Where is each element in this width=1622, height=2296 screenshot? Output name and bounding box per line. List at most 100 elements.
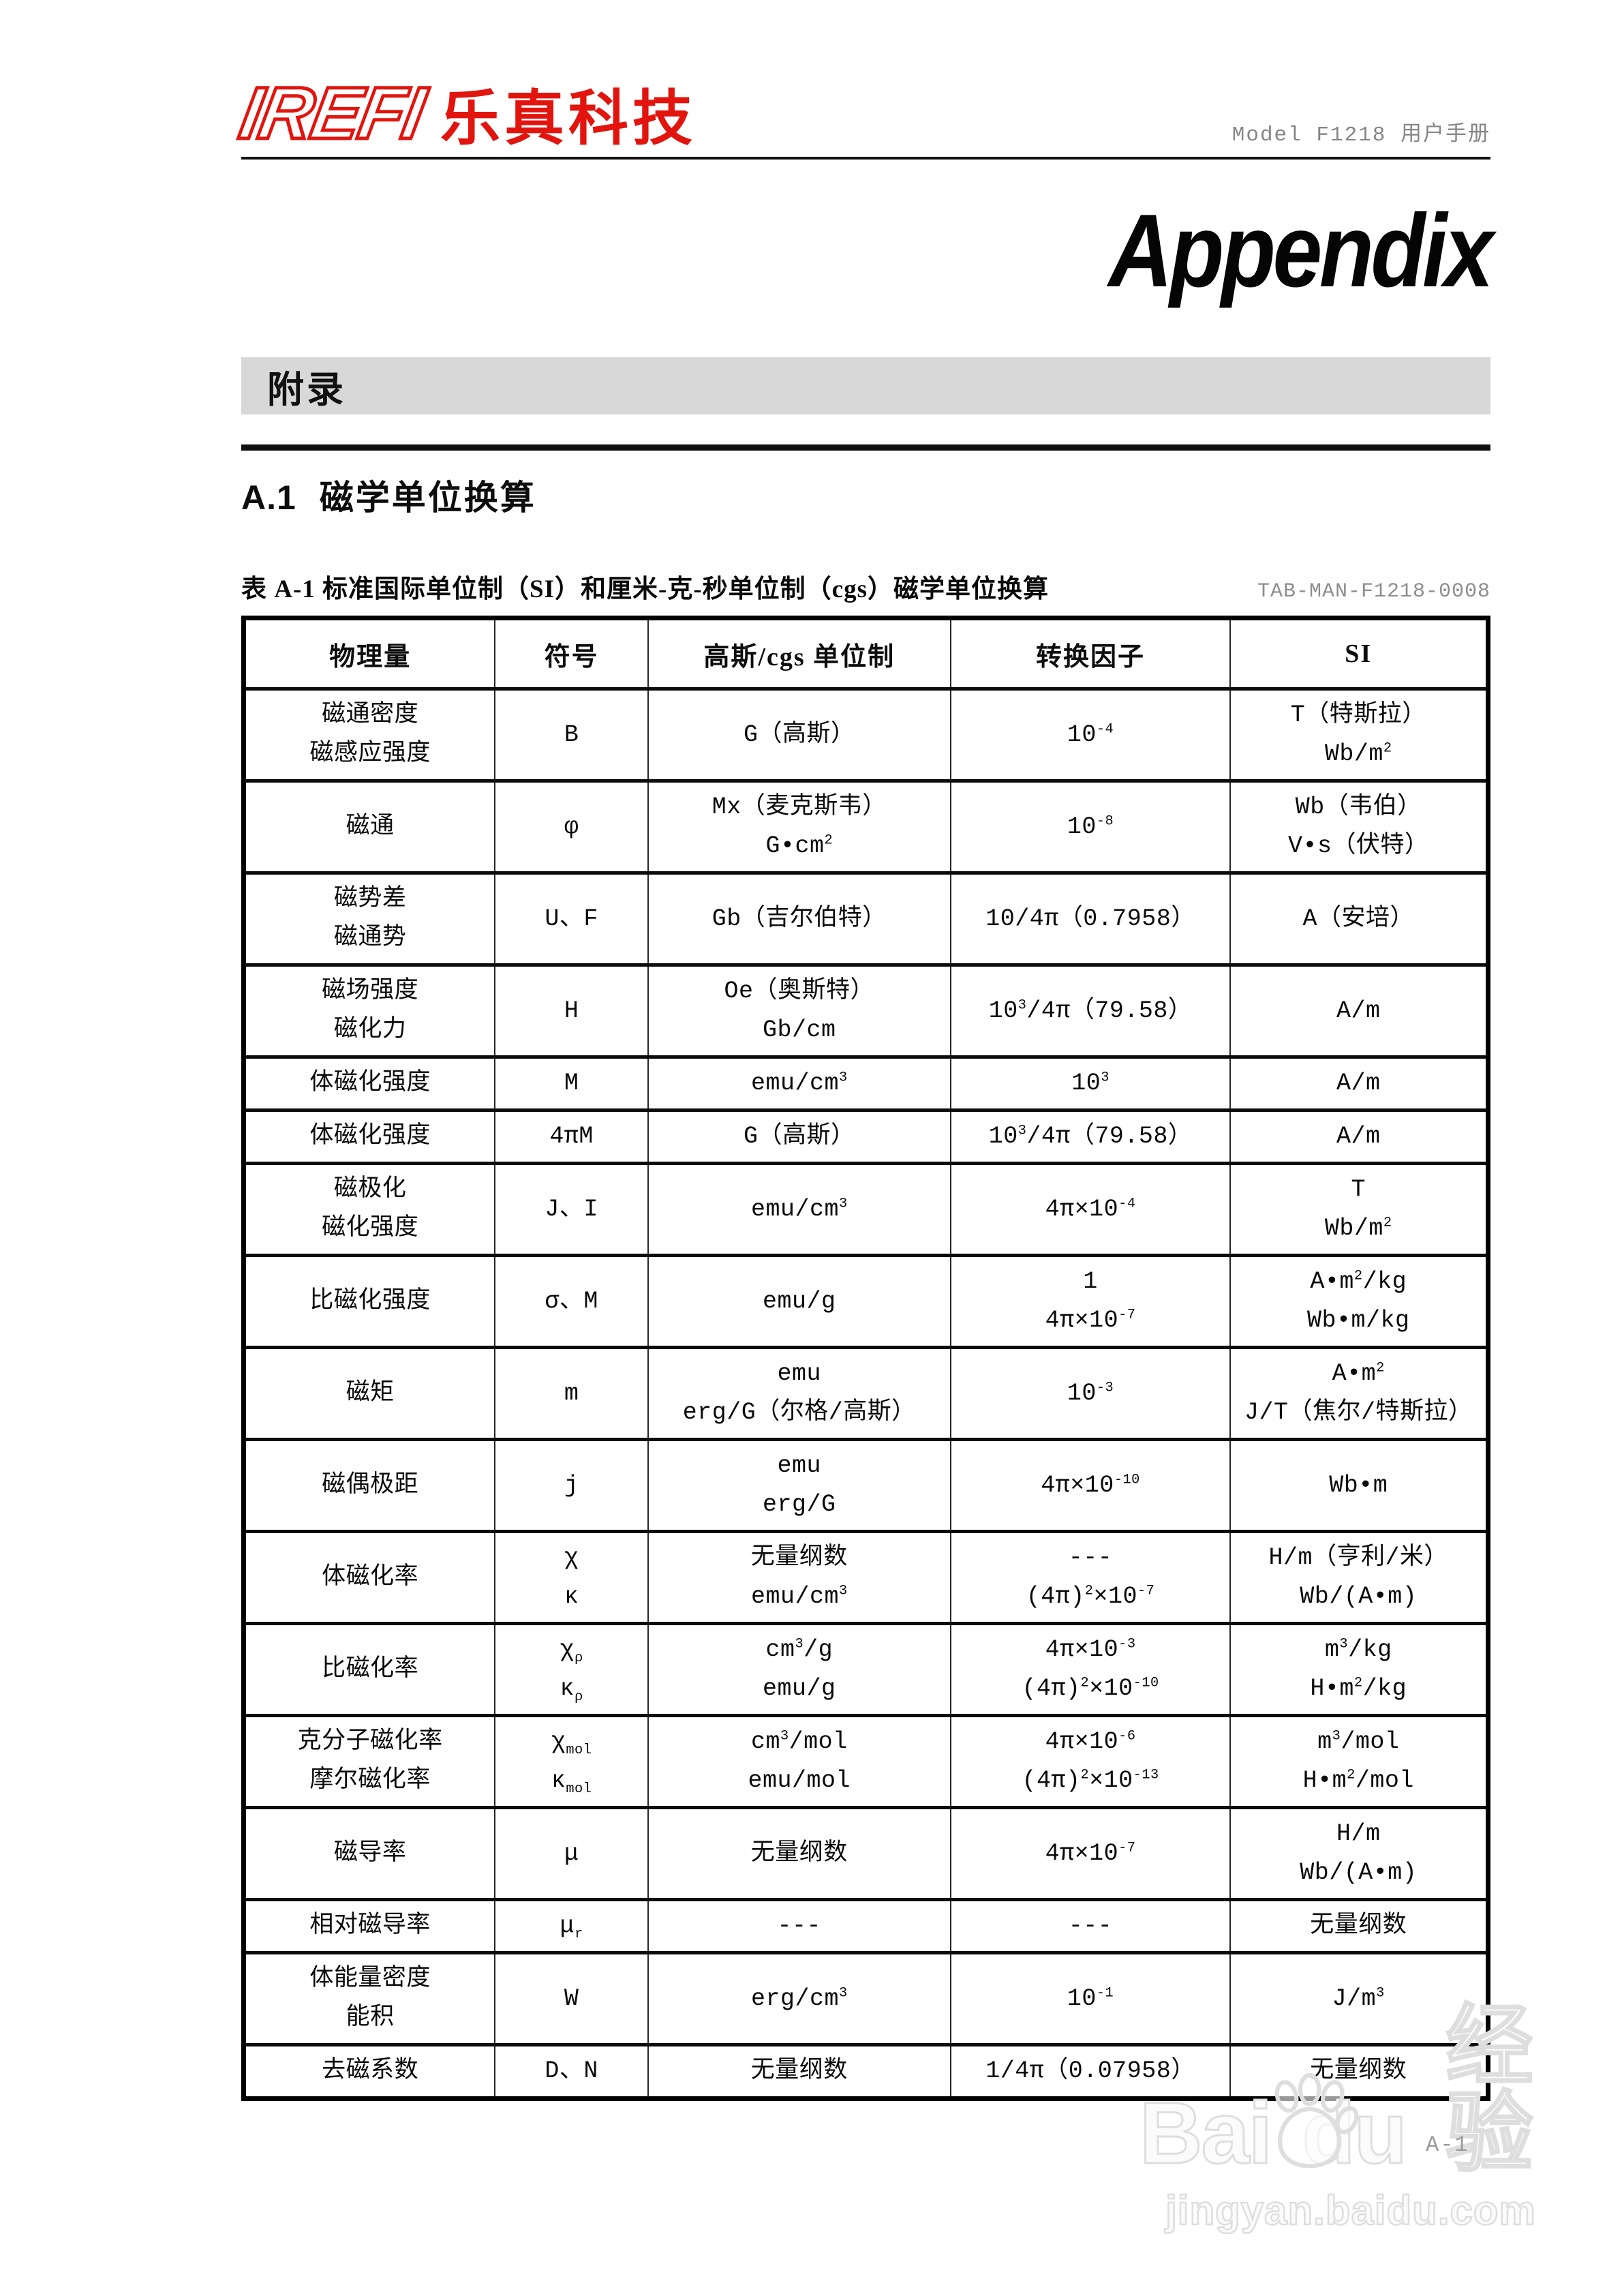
cell-line: 相对磁导率: [309, 1912, 431, 1939]
cell-line: A•m2/kg: [1310, 1268, 1407, 1295]
table-caption-row: 表 A-1 标准国际单位制（SI）和厘米-克-秒单位制（cgs）磁学单位换算 T…: [241, 568, 1490, 605]
cell-line: (4π)2×10-13: [1022, 1767, 1159, 1794]
table-cell: --- (4π)2×10-7: [949, 1530, 1231, 1625]
watermark-url: jingyan.baidu.com: [1165, 2187, 1536, 2235]
unit-conversion-table: 物理量 符号 高斯/cgs 单位制 转换因子 SI 磁通密度 磁感应强度 B G（高斯…: [241, 616, 1490, 2101]
cell-line: 4π×10-7: [1045, 1307, 1136, 1334]
table-cell: 克分子磁化率 摩尔磁化率: [243, 1714, 496, 1809]
cell-line: χmol: [551, 1728, 592, 1758]
manual-title: Model F1218 用户手册: [1231, 123, 1490, 147]
cell-line: G（高斯）: [744, 1123, 855, 1150]
table-cell: G（高斯）: [647, 687, 951, 783]
masthead: IREFI 乐真科技 Model F1218 用户手册: [232, 70, 1490, 157]
cell-line: 磁通势: [333, 924, 407, 952]
cell-line: 103/4π（79.58）: [988, 997, 1193, 1025]
table-cell: μ: [494, 1806, 649, 1901]
cell-line: 去磁系数: [322, 2057, 419, 2085]
cell-line: 体能量密度: [309, 1965, 431, 1993]
cell-line: χ: [564, 1544, 579, 1571]
cell-line: 磁通密度: [322, 701, 419, 729]
table-cell: cm3/mol emu/mol: [647, 1714, 951, 1809]
cell-line: Wb•m/kg: [1306, 1307, 1410, 1334]
cell-line: erg/G: [763, 1491, 836, 1518]
cell-line: J/m3: [1332, 1984, 1385, 2012]
cell-line: 磁通: [346, 813, 395, 841]
table-cell: χmol κmol: [494, 1714, 649, 1809]
cell-line: U、F: [545, 905, 598, 933]
table-cell: M: [494, 1055, 649, 1112]
cell-line: 4π×10-4: [1045, 1195, 1136, 1223]
table-cell: A•m2 J/T（焦尔/特斯拉）: [1229, 1346, 1489, 1441]
cell-line: 无量纲数: [750, 2057, 848, 2085]
table-cell: 磁偶极距: [243, 1438, 496, 1533]
table-cell: U、F: [494, 871, 649, 967]
table-cell: Wb（韦伯） V•s（伏特）: [1229, 779, 1489, 875]
table-cell: 磁通: [243, 779, 496, 875]
table-cell: ---: [647, 1898, 951, 1954]
table-cell: 无量纲数: [647, 2043, 951, 2100]
table-cell: 体磁化强度: [243, 1108, 496, 1165]
cell-line: M: [564, 1070, 579, 1097]
header-cell-symbol: 符号: [494, 616, 649, 691]
subsection-title: 磁学单位换算: [319, 479, 536, 517]
table-cell: χρ κρ: [494, 1622, 649, 1717]
table-cell: emu erg/G: [647, 1438, 951, 1533]
table-cell: T Wb/m2: [1229, 1162, 1489, 1257]
cell-line: V•s（伏特）: [1287, 832, 1429, 860]
header-cell-quantity: 物理量: [243, 616, 496, 691]
cell-line: Wb/(A•m): [1300, 1583, 1418, 1610]
cell-line: σ、M: [545, 1287, 598, 1315]
cell-line: 10-8: [1067, 813, 1114, 841]
table-cell: 103/4π（79.58）: [949, 963, 1231, 1059]
cell-line: H: [564, 997, 579, 1025]
conversion-table-body: 磁通密度 磁感应强度 B G（高斯） 10-4 T（特斯拉） Wb/m2 磁通 φ Mx（麦克斯韦…: [243, 687, 1489, 2100]
cell-line: 103/4π（79.58）: [988, 1123, 1193, 1150]
cell-line: 4π×10-7: [1045, 1839, 1136, 1867]
appendix-title-zh: 附录: [267, 369, 346, 410]
cell-line: Wb/(A•m): [1300, 1859, 1418, 1886]
table-row: 比磁化率 χρ κρ cm3/g emu/g 4π×10-3 (4π)2×10-10 m3/k…: [243, 1622, 1489, 1717]
section-divider-rule: [241, 444, 1490, 451]
cell-line: φ: [564, 813, 579, 841]
subsection-number: A.1: [241, 479, 296, 517]
table-cell: Mx（麦克斯韦） G•cm2: [647, 779, 951, 875]
table-row: 磁极化 磁化强度 J、I emu/cm3 4π×10-4 T Wb/m2: [243, 1162, 1489, 1257]
cell-line: (4π)2×10-7: [1026, 1583, 1155, 1610]
cell-line: 磁导率: [333, 1839, 407, 1867]
table-cell: emu/cm3: [647, 1162, 951, 1257]
table-cell: 4π×10-7: [949, 1806, 1231, 1901]
cell-line: 体磁化率: [322, 1563, 419, 1591]
table-row: 体磁化率 χ κ 无量纲数 emu/cm3 --- (4π)2×10-7 H/m（亨利/米） W…: [243, 1530, 1489, 1625]
table-header-row: 物理量 符号 高斯/cgs 单位制 转换因子 SI: [243, 616, 1489, 691]
cell-line: A•m2: [1332, 1360, 1385, 1387]
cell-line: emu/g: [763, 1287, 836, 1315]
cell-line: 克分子磁化率: [297, 1728, 443, 1755]
cell-line: 磁势差: [333, 886, 407, 913]
cell-line: T（特斯拉）: [1290, 701, 1426, 729]
cell-line: Wb/m2: [1324, 740, 1392, 768]
cell-line: m3/mol: [1317, 1728, 1400, 1755]
table-cell: 磁矩: [243, 1346, 496, 1441]
cell-line: 无量纲数: [750, 1839, 848, 1867]
cell-line: 10-1: [1067, 1984, 1114, 2012]
company-logo: IREFI 乐真科技: [232, 70, 1490, 156]
table-cell: G（高斯）: [647, 1108, 951, 1165]
cell-line: emu: [777, 1452, 822, 1479]
table-cell: 10-8: [949, 779, 1231, 875]
cell-line: χρ: [560, 1636, 583, 1666]
table-cell: 103/4π（79.58）: [949, 1108, 1231, 1165]
document-code: TAB-MAN-F1218-0008: [1257, 580, 1490, 603]
cell-line: emu/cm3: [750, 1583, 848, 1610]
table-row: 克分子磁化率 摩尔磁化率 χmol κmol cm3/mol emu/mol 4π×10-6…: [243, 1714, 1489, 1809]
header-cell-si: SI: [1229, 616, 1489, 691]
cell-line: Gb（吉尔伯特）: [711, 905, 887, 933]
cell-line: 4π×10-3: [1045, 1636, 1136, 1663]
table-row: 磁导率 μ 无量纲数 4π×10-7 H/m Wb/(A•m): [243, 1806, 1489, 1901]
cell-line: Wb（韦伯）: [1295, 794, 1422, 821]
cell-line: J/T（焦尔/特斯拉）: [1244, 1399, 1473, 1426]
cell-line: μ: [564, 1839, 579, 1867]
cell-line: 磁感应强度: [309, 740, 431, 768]
